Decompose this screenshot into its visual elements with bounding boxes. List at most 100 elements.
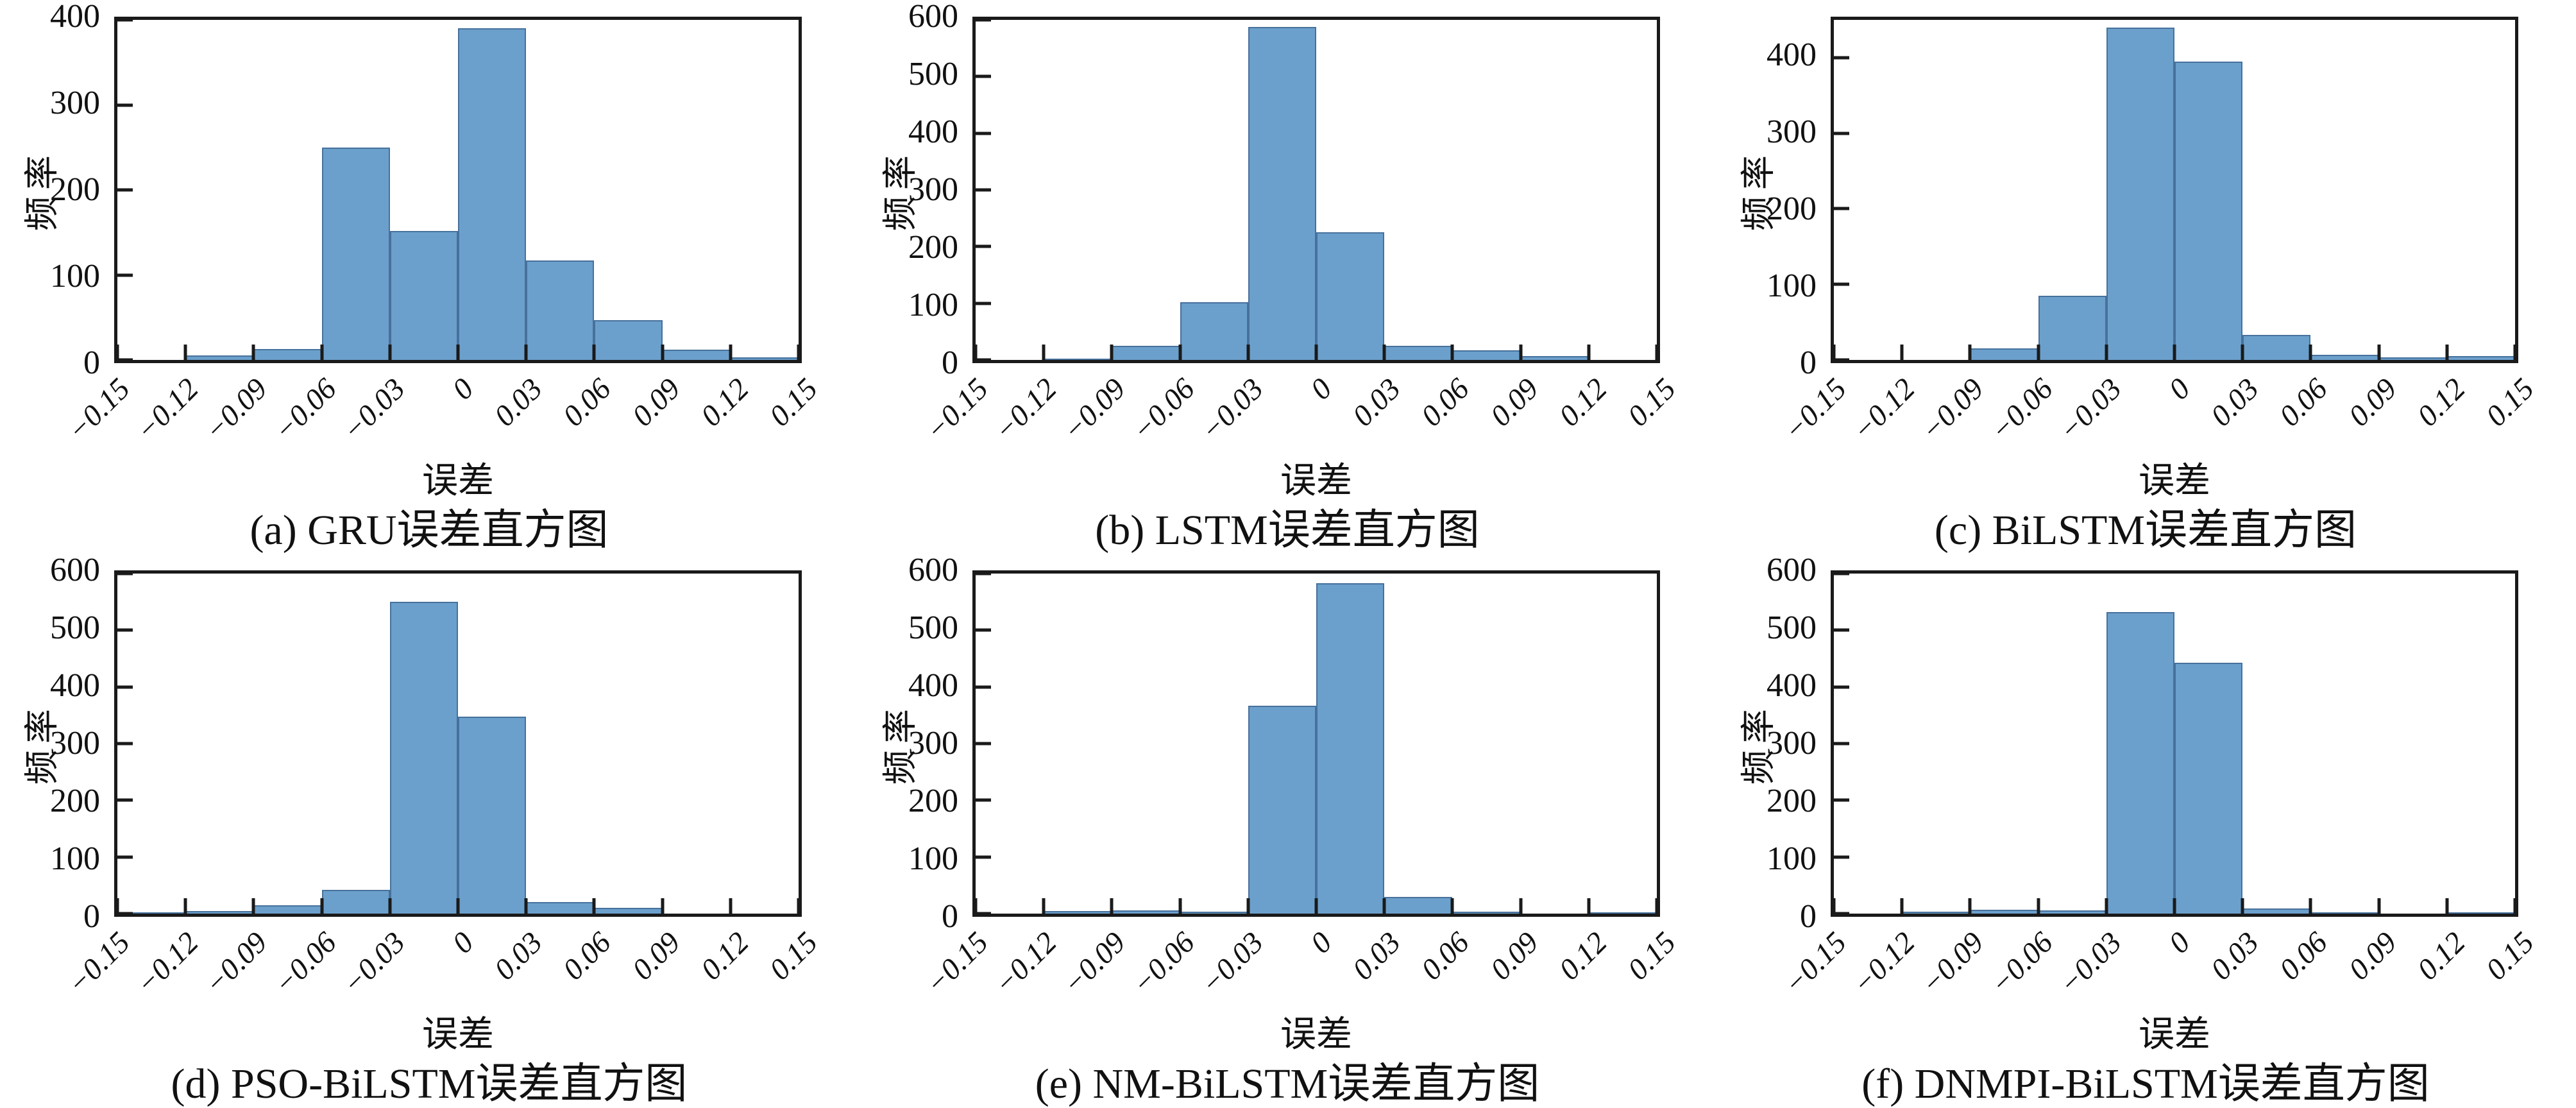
x-tick-label: −0.03 xyxy=(2053,371,2128,448)
x-tick-label: −0.15 xyxy=(919,371,995,448)
x-tick-label: 0.09 xyxy=(2342,371,2403,433)
x-tick-mark xyxy=(1655,345,1659,360)
x-tick-label: 0.15 xyxy=(763,925,824,987)
subplot-b-lstm: 频率 0 100 200 300 400 500 600 −0.15 −0.12 −0.09 −0… xyxy=(858,0,1716,554)
y-tick-label: 600 xyxy=(908,554,958,588)
histogram-bar xyxy=(2038,295,2106,360)
x-tick-mark xyxy=(251,345,255,360)
x-tick-label: −0.15 xyxy=(919,925,995,1001)
subplot-e-nm-bilstm: 频率 0 100 200 300 400 500 600 −0.15 −0.12 −0.09 −0… xyxy=(858,554,1716,1108)
histogram-bar xyxy=(1384,345,1453,360)
histogram-bar xyxy=(2310,912,2379,914)
x-tick-mark xyxy=(729,345,733,360)
x-tick-mark xyxy=(2173,898,2176,914)
histogram-bar xyxy=(1452,350,1521,360)
histogram-bar xyxy=(1384,896,1453,914)
x-tick-mark xyxy=(1382,345,1386,360)
histogram-bar xyxy=(1044,910,1112,914)
y-tick-mark xyxy=(976,302,991,305)
plot-wrap: 频率 0 100 200 300 400 xyxy=(23,0,802,380)
subplot-a-gru: 频率 0 100 200 300 400 −0.15 −0.12 −0.09 −0.06 −0.… xyxy=(0,0,858,554)
x-tick-label: −0.12 xyxy=(130,925,205,1001)
x-tick-mark xyxy=(1450,898,1454,914)
y-tick-mark xyxy=(1834,685,1849,689)
x-tick-label: −0.15 xyxy=(1777,371,1853,448)
x-tick-mark xyxy=(251,898,255,914)
x-tick-label: −0.03 xyxy=(1194,371,1270,448)
histogram-bar xyxy=(1112,345,1180,360)
x-tick-label: 0.06 xyxy=(2273,371,2335,433)
x-tick-labels: −0.15 −0.12 −0.09 −0.06 −0.03 0 0.03 0.06 0.09 0.… xyxy=(61,917,824,1018)
x-tick-mark xyxy=(974,345,978,360)
y-tick-label: 300 xyxy=(1767,725,1817,762)
x-tick-label: 0.03 xyxy=(487,925,549,987)
histogram-bar xyxy=(1588,912,1657,914)
x-tick-mark xyxy=(2241,345,2244,360)
x-tick-mark xyxy=(2173,345,2176,360)
x-tick-mark xyxy=(524,345,528,360)
histogram-bar xyxy=(2378,357,2447,360)
x-tick-mark xyxy=(1178,345,1182,360)
histogram-bar xyxy=(2446,912,2515,914)
x-tick-mark xyxy=(1968,345,1972,360)
histogram-bar xyxy=(594,320,663,360)
y-tick-label: 500 xyxy=(908,609,958,646)
y-tick-label: 100 xyxy=(50,258,100,294)
y-tick-label: 400 xyxy=(908,114,958,150)
x-tick-mark xyxy=(2309,345,2312,360)
y-tick-label: 400 xyxy=(50,667,100,704)
y-tick-mark xyxy=(117,188,133,192)
histogram-bar xyxy=(1316,583,1385,914)
x-tick-mark xyxy=(2377,898,2381,914)
y-tick-label: 400 xyxy=(50,0,100,35)
y-tick-mark xyxy=(117,358,133,362)
histogram-bar xyxy=(1452,912,1521,914)
y-tick-label: 0 xyxy=(83,345,100,381)
subplot-caption: (e) NM-BiLSTM误差直方图 xyxy=(1035,1061,1540,1107)
y-tick-label: 100 xyxy=(50,840,100,877)
x-tick-label: 0 xyxy=(1304,925,1339,960)
x-tick-label: −0.06 xyxy=(267,925,343,1001)
x-tick-mark xyxy=(2037,345,2040,360)
x-tick-mark xyxy=(1246,345,1250,360)
x-tick-mark xyxy=(1900,345,1904,360)
plot-area xyxy=(1831,570,2518,917)
x-tick-mark xyxy=(524,898,528,914)
subplot-caption: (c) BiLSTM误差直方图 xyxy=(1934,507,2357,554)
y-tick-mark xyxy=(976,742,991,746)
x-tick-mark xyxy=(388,345,392,360)
y-tick-mark xyxy=(1834,912,1849,916)
x-tick-label: −0.03 xyxy=(336,925,412,1001)
x-tick-mark xyxy=(2513,345,2517,360)
x-axis-label: 误差 xyxy=(2139,461,2210,501)
x-tick-mark xyxy=(115,898,119,914)
y-tick-mark xyxy=(1834,132,1849,135)
x-tick-mark xyxy=(1832,898,1836,914)
x-tick-label: −0.09 xyxy=(1915,925,1991,1001)
x-tick-mark xyxy=(2445,898,2449,914)
x-tick-label: 0.12 xyxy=(694,925,756,987)
x-tick-label: 0.03 xyxy=(1346,925,1407,987)
x-tick-mark xyxy=(2309,898,2312,914)
x-tick-mark xyxy=(797,345,801,360)
y-tick-label: 200 xyxy=(50,171,100,208)
y-tick-mark xyxy=(117,18,133,22)
y-tick-label: 300 xyxy=(908,725,958,762)
y-tick-label: 0 xyxy=(1800,898,1817,935)
x-tick-label: −0.09 xyxy=(1056,371,1133,448)
histogram-bar xyxy=(185,355,254,360)
subplot-caption: (d) PSO-BiLSTM误差直方图 xyxy=(171,1061,688,1107)
x-tick-label: 0 xyxy=(1304,371,1339,407)
histogram-bar xyxy=(458,716,527,914)
x-tick-label: 0.06 xyxy=(1415,371,1477,433)
y-tick-mark xyxy=(976,188,991,192)
histogram-bar xyxy=(2310,354,2379,360)
x-tick-mark xyxy=(1110,345,1114,360)
x-tick-mark xyxy=(2241,898,2244,914)
x-tick-mark xyxy=(1587,345,1591,360)
x-tick-mark xyxy=(2105,898,2108,914)
y-tick-mark xyxy=(976,132,991,135)
subplot-caption: (f) DNMPI-BiLSTM误差直方图 xyxy=(1861,1061,2430,1107)
x-tick-mark xyxy=(797,898,801,914)
